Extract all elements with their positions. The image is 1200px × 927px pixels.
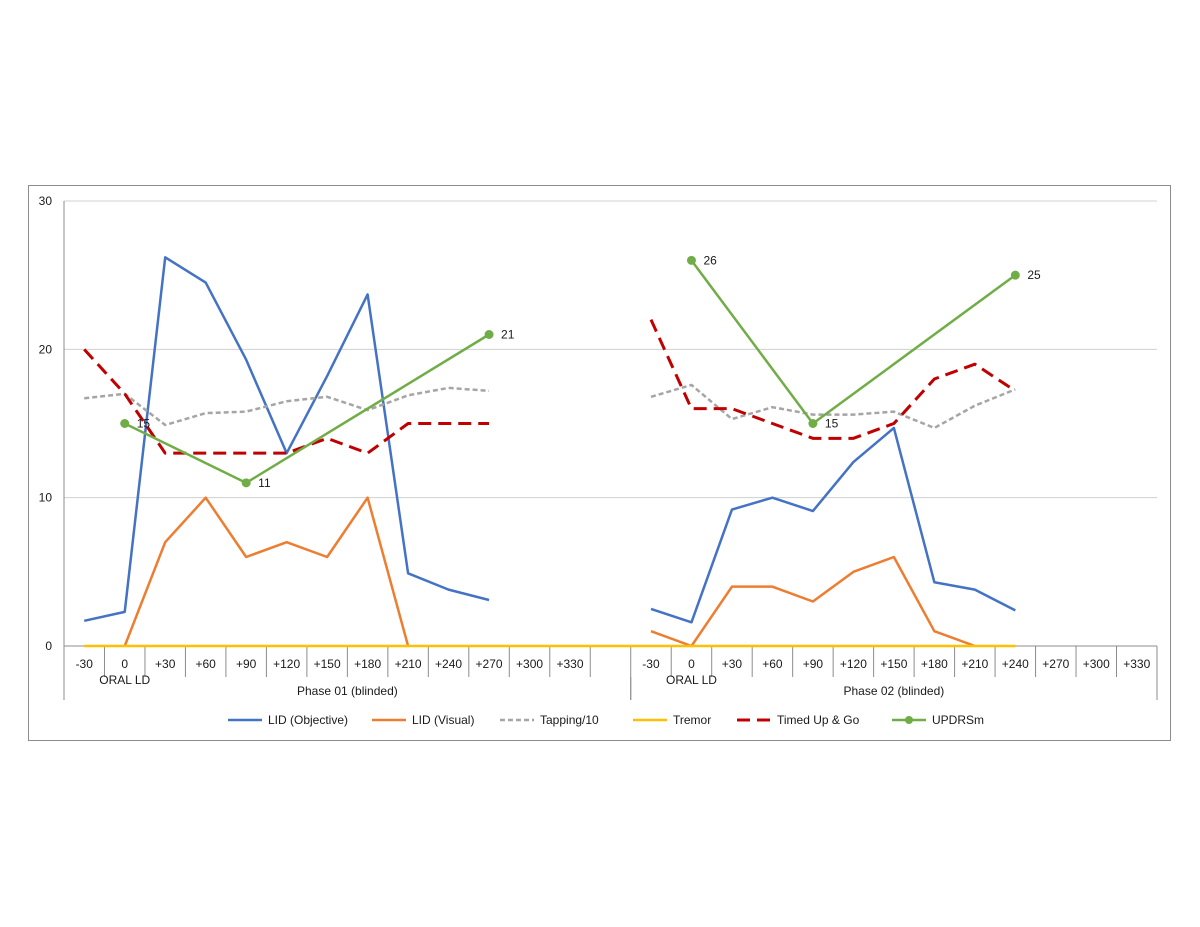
x-tick-label: +240 [1002, 657, 1029, 671]
series-lid-objective [83, 256, 1016, 624]
series-updrsm [120, 255, 1020, 488]
series-line [650, 383, 1016, 430]
x-tick-label: +30 [722, 657, 743, 671]
x-tick-label: 0 [688, 657, 695, 671]
x-tick-label: +120 [273, 657, 300, 671]
x-sub-label: ORAL LD [666, 673, 717, 687]
series-timed-up-go [83, 319, 1017, 455]
legend-item: LID (Objective) [228, 713, 348, 727]
legend-label: Tapping/10 [540, 713, 599, 727]
x-group-label: Phase 01 (blinded) [297, 684, 398, 698]
data-label: 25 [1027, 268, 1041, 282]
x-tick-label: +30 [155, 657, 176, 671]
legend-marker [905, 716, 913, 724]
x-group-label: Phase 02 (blinded) [844, 684, 945, 698]
data-point [686, 255, 696, 265]
data-label: 15 [137, 417, 151, 431]
data-label: 11 [258, 476, 271, 490]
legend-item: Tremor [633, 713, 711, 727]
x-tick-label: +60 [762, 657, 783, 671]
series-line [83, 256, 490, 623]
series-lines [83, 255, 1020, 648]
x-tick-label: +150 [880, 657, 907, 671]
data-point [484, 330, 494, 339]
data-label: 21 [501, 328, 515, 342]
series-line [649, 319, 1017, 440]
data-label: 15 [825, 417, 839, 431]
x-tick-label: +210 [961, 657, 988, 671]
legend-label: Tremor [673, 713, 711, 727]
data-point [1010, 270, 1020, 280]
x-tick-label: +180 [921, 657, 948, 671]
x-tick-label: +90 [236, 657, 257, 671]
x-tick-label: -30 [76, 657, 94, 671]
x-tick-label: +180 [354, 657, 381, 671]
legend-item: LID (Visual) [372, 713, 474, 727]
x-tick-label: +270 [1042, 657, 1069, 671]
x-sub-label: ORAL LD [99, 673, 150, 687]
series-line [123, 496, 410, 647]
series-tapping-10 [84, 383, 1016, 430]
x-tick-label: +60 [196, 657, 217, 671]
x-tick-label: +300 [1083, 657, 1110, 671]
data-label: 26 [703, 253, 717, 267]
legend-label: LID (Objective) [268, 713, 348, 727]
y-tick-label: 10 [39, 491, 53, 505]
x-tick-label: +270 [476, 657, 503, 671]
legend-item: Timed Up & Go [737, 713, 860, 727]
series-line [650, 555, 976, 648]
x-tick-label: +300 [516, 657, 543, 671]
y-tick-label: 30 [39, 194, 53, 208]
gridlines [64, 200, 1157, 499]
x-tick-label: -30 [642, 657, 660, 671]
legend-label: LID (Visual) [412, 713, 474, 727]
series-line [690, 259, 1017, 425]
data-point [808, 419, 818, 428]
x-tick-label: +330 [557, 657, 584, 671]
legend-label: Timed Up & Go [777, 713, 860, 727]
legend-item: Tapping/10 [500, 713, 599, 727]
series-line [650, 426, 1016, 624]
x-tick-label: +330 [1123, 657, 1150, 671]
series-line [83, 348, 490, 455]
x-tick-label: +90 [803, 657, 824, 671]
series-lid-visual [123, 496, 976, 648]
legend: LID (Objective) LID (Visual) Tapping/10 Tre… [228, 713, 984, 727]
y-tick-label: 20 [39, 342, 53, 356]
legend-label: UPDRSm [932, 713, 984, 727]
data-labels: 15 11 21 26 15 25 [137, 253, 1041, 490]
legend-item: UPDRSm [892, 713, 984, 727]
data-point [241, 478, 251, 488]
series-line [84, 386, 490, 427]
x-tick-label: +210 [395, 657, 422, 671]
x-tick-label: 0 [121, 657, 128, 671]
axes: 0 10 20 30 -30 0 +30 +60 +90 +120 +150 +180 +210 +240… [39, 194, 1158, 700]
x-tick-label: +240 [435, 657, 462, 671]
series-line [124, 333, 490, 485]
x-tick-label: +120 [840, 657, 867, 671]
chart-frame [28, 185, 1171, 741]
x-tick-label: +150 [314, 657, 341, 671]
y-tick-label: 0 [45, 639, 52, 653]
data-point [120, 419, 130, 428]
